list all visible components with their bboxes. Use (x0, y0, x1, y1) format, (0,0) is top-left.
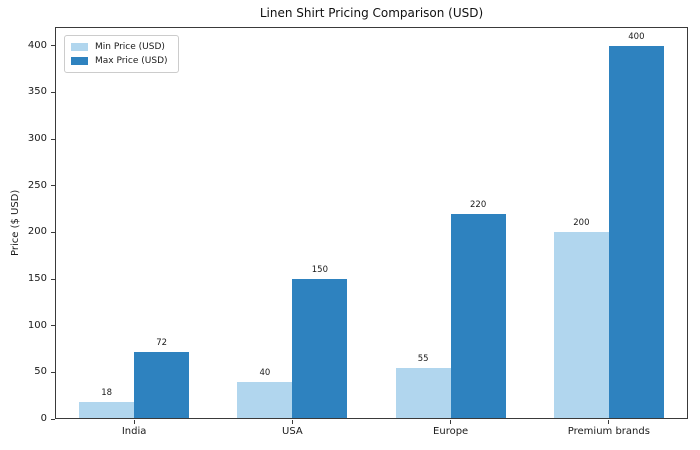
legend-swatch (71, 57, 88, 65)
x-tick-label: Premium brands (567, 426, 650, 437)
y-tick-label: 200 (27, 226, 47, 238)
y-tick-label: 50 (34, 366, 47, 378)
chart-title: Linen Shirt Pricing Comparison (USD) (259, 6, 484, 20)
legend: Min Price (USD) Max Price (USD) (64, 35, 179, 73)
bar-max-price (134, 351, 190, 419)
bar-value-label: 400 (628, 31, 645, 42)
bar-value-label: 150 (311, 265, 328, 275)
y-tick-label: 100 (27, 319, 47, 331)
y-tick-label: 250 (27, 179, 47, 191)
y-tick-label: 150 (27, 273, 47, 284)
x-tick-mark (608, 420, 610, 424)
y-tick-mark (51, 231, 55, 233)
x-tick-mark (133, 420, 135, 424)
y-tick-mark (51, 278, 55, 280)
y-tick-mark (51, 91, 55, 93)
legend-entry: Max Price (USD) (71, 54, 168, 68)
y-tick-mark (51, 138, 55, 140)
bar-max-price (292, 279, 348, 419)
y-tick-label: 300 (27, 133, 47, 144)
legend-label: Min Price (USD) (95, 42, 165, 52)
y-tick-mark (51, 418, 55, 420)
bar-min-price (553, 232, 609, 419)
bar-min-price (79, 402, 135, 419)
plot-area: Min Price (USD) Max Price (USD) (55, 27, 688, 419)
x-tick-label: Europe (433, 426, 469, 437)
y-tick-label: 350 (27, 86, 47, 98)
y-tick-mark (51, 185, 55, 187)
y-axis-label: Price ($ USD) (10, 189, 21, 256)
bar-value-label: 72 (156, 337, 168, 348)
bar-value-label: 220 (470, 199, 487, 210)
x-tick-label: USA (282, 426, 303, 437)
y-tick-mark (51, 45, 55, 47)
legend-label: Max Price (USD) (95, 56, 168, 66)
bar-value-label: 55 (417, 353, 429, 364)
x-tick-mark (291, 420, 293, 424)
y-tick-label: 0 (40, 413, 47, 424)
legend-entry: Min Price (USD) (71, 40, 168, 54)
bar-max-price (608, 45, 664, 419)
bar-min-price (395, 367, 451, 419)
x-tick-mark (450, 420, 452, 424)
y-tick-mark (51, 371, 55, 373)
bar-value-label: 200 (573, 218, 590, 229)
x-tick-label: India (121, 426, 147, 437)
bar-value-label: 18 (101, 388, 113, 399)
legend-swatch (71, 43, 88, 51)
bar-value-label: 40 (259, 367, 271, 378)
bar-max-price (450, 213, 506, 419)
bar-min-price (237, 381, 293, 419)
y-tick-label: 400 (27, 39, 47, 51)
y-tick-mark (51, 325, 55, 327)
